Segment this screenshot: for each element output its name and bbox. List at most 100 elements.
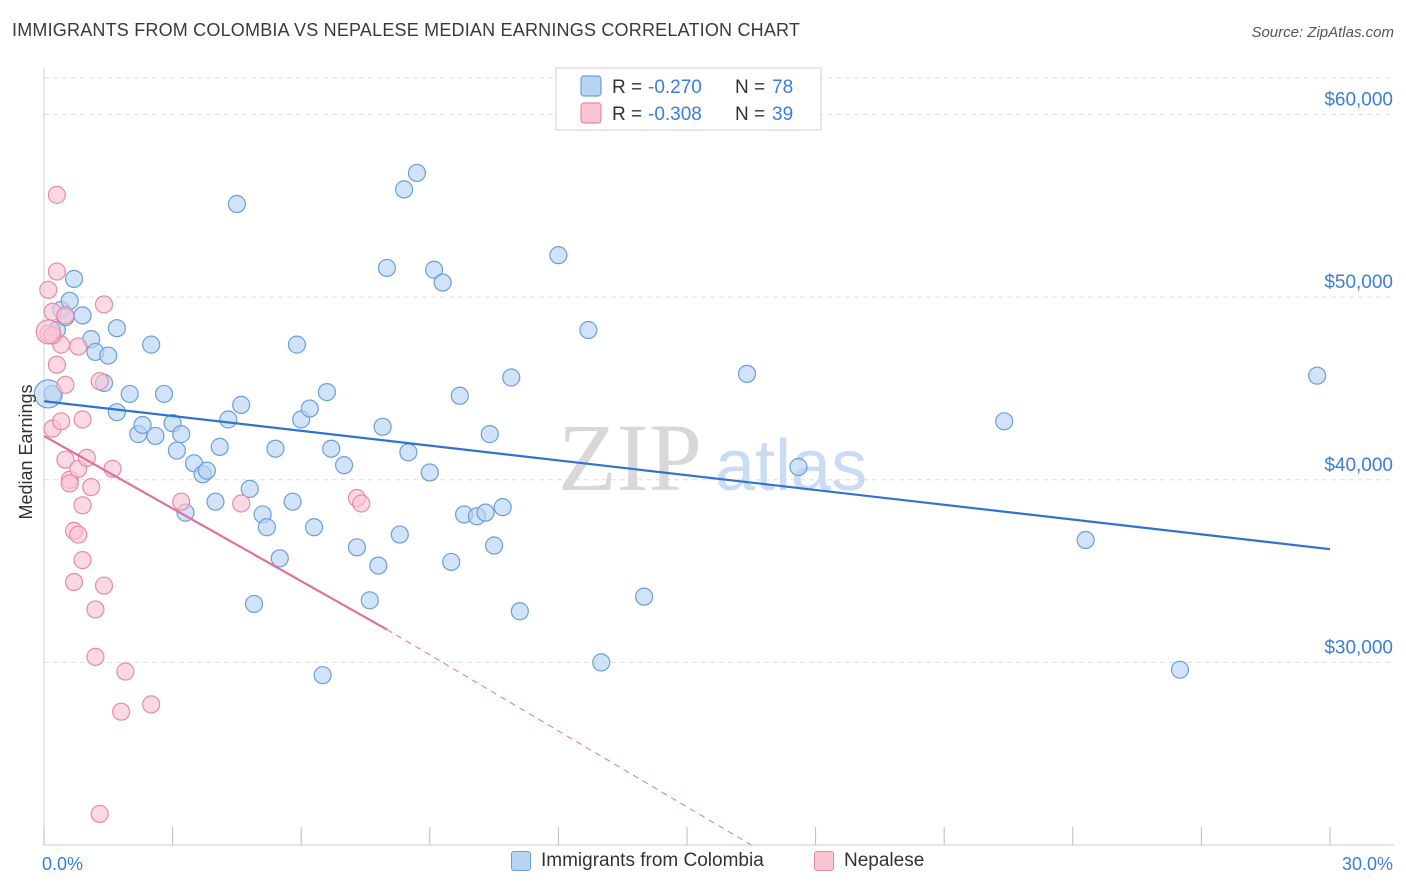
data-point: [737, 364, 757, 383]
legend-item-colombia: Immigrants from Colombia: [511, 850, 764, 872]
data-point: [789, 457, 808, 477]
y-tick-label: $40,000: [1324, 455, 1393, 476]
data-point: [90, 372, 109, 391]
data-point: [300, 399, 319, 418]
trend-lines: [43, 400, 1331, 846]
stats-n-value: 39: [772, 104, 793, 125]
source-label: Source: ZipAtlas.com: [1251, 24, 1394, 41]
stats-n-label: N =: [735, 77, 765, 98]
data-point: [232, 494, 251, 513]
data-point: [360, 591, 379, 610]
y-tick-label: $60,000: [1324, 90, 1393, 111]
data-point: [390, 525, 409, 544]
data-point: [86, 647, 105, 667]
data-point: [635, 587, 654, 606]
x-tick-labels: 0.0% 30.0%: [42, 854, 1393, 874]
data-point: [90, 804, 109, 824]
data-point: [317, 383, 337, 402]
data-point: [69, 525, 88, 544]
series-colombia: [33, 163, 1327, 685]
chart-title: IMMIGRANTS FROM COLOMBIA VS NEPALESE MED…: [12, 20, 801, 40]
data-point: [56, 375, 75, 394]
data-point: [219, 410, 238, 429]
data-point: [334, 456, 354, 475]
data-point: [39, 280, 58, 299]
data-point: [480, 425, 499, 444]
data-point-cluster: [33, 379, 63, 409]
data-point: [476, 503, 495, 522]
stats-r-label: R =: [612, 77, 642, 98]
stats-r-label: R =: [612, 104, 642, 125]
data-point: [270, 549, 289, 568]
data-point: [73, 496, 92, 515]
data-point: [73, 306, 92, 325]
data-point: [266, 439, 285, 458]
data-point: [313, 666, 332, 685]
data-point: [82, 477, 101, 497]
stats-n-label: N =: [735, 104, 765, 125]
legend-label-nepalese: Nepalese: [844, 850, 925, 871]
data-point: [69, 337, 88, 356]
data-point: [287, 335, 307, 354]
data-point: [154, 384, 174, 404]
watermark: ZIP atlas: [558, 404, 867, 511]
bottom-legend: Immigrants from Colombia Nepalese: [0, 850, 1406, 880]
data-point: [347, 538, 367, 557]
legend-label-colombia: Immigrants from Colombia: [541, 850, 764, 871]
data-point: [420, 463, 439, 482]
legend-swatch-colombia: [511, 851, 531, 871]
data-point-cluster: [35, 319, 61, 345]
data-point: [206, 492, 225, 511]
data-point: [47, 355, 66, 374]
y-axis-label: Median Earnings: [16, 384, 36, 519]
stats-n-value: 78: [772, 77, 793, 98]
data-point: [56, 450, 75, 469]
data-point: [322, 439, 341, 458]
data-point: [172, 425, 191, 444]
series-nepalese: [35, 185, 371, 824]
data-point: [73, 551, 92, 570]
data-point: [433, 273, 452, 292]
data-point: [47, 185, 66, 204]
watermark-zip: ZIP: [558, 404, 702, 511]
stats-swatch: [580, 102, 602, 124]
data-point: [167, 441, 186, 460]
data-point: [1076, 530, 1095, 550]
data-point: [592, 653, 611, 672]
data-point: [94, 576, 114, 595]
data-point: [133, 415, 152, 435]
data-point: [112, 702, 131, 721]
data-point: [60, 474, 79, 493]
data-point: [244, 594, 264, 614]
data-point: [73, 410, 92, 429]
data-point: [94, 295, 114, 314]
data-point: [424, 260, 444, 279]
data-point: [107, 319, 126, 338]
data-point: [549, 246, 568, 265]
x-tick-label-max: 30.0%: [1342, 854, 1393, 874]
data-point: [442, 552, 461, 572]
data-point: [64, 269, 84, 288]
data-point: [407, 163, 427, 183]
axes: [43, 68, 1394, 846]
data-point: [283, 492, 302, 511]
data-point: [1170, 660, 1190, 679]
x-tick-label-min: 0.0%: [42, 854, 83, 874]
data-point: [373, 417, 392, 436]
data-point: [116, 662, 135, 681]
data-point: [352, 494, 371, 513]
data-point: [502, 368, 521, 387]
stats-swatch: [580, 75, 602, 97]
y-tick-labels: $30,000 $40,000 $50,000 $60,000: [1324, 90, 1393, 659]
y-tick-label: $50,000: [1324, 272, 1393, 293]
data-point: [197, 461, 216, 480]
data-point: [210, 437, 229, 456]
data-point: [227, 194, 246, 214]
data-point: [485, 536, 504, 555]
data-point: [172, 492, 191, 511]
data-point: [240, 479, 259, 498]
data-point: [107, 403, 126, 422]
data-point: [142, 335, 161, 354]
data-point: [56, 306, 75, 325]
data-point: [1308, 366, 1327, 385]
